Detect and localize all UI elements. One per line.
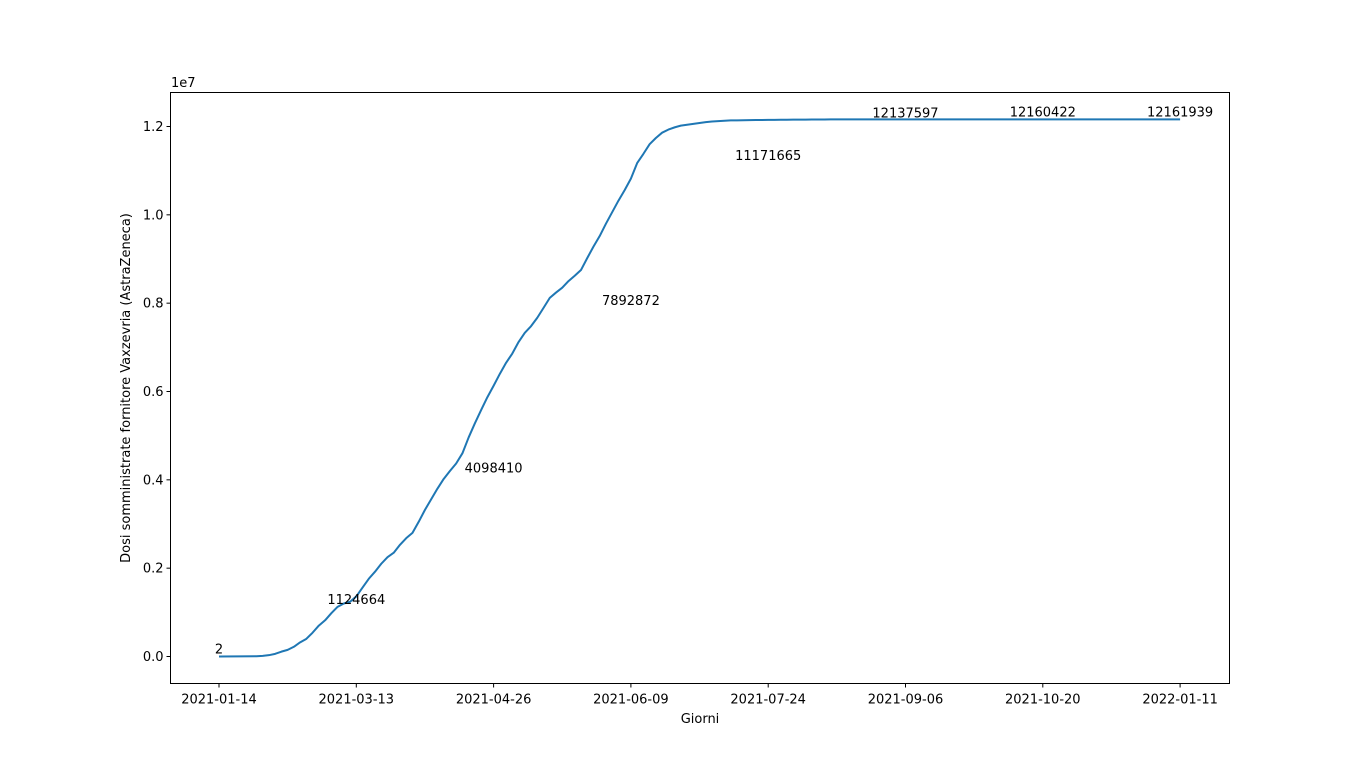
- x-tick-label: 2022-01-11: [1142, 693, 1218, 708]
- y-tick-label: 0.0: [143, 650, 164, 665]
- y-tick-label: 0.8: [143, 297, 164, 312]
- x-tick-label: 2021-04-26: [456, 693, 532, 708]
- y-tick-label: 0.4: [143, 473, 164, 488]
- data-label: 12161939: [1147, 105, 1213, 120]
- x-tick-label: 2021-06-09: [593, 693, 669, 708]
- x-tick-label: 2021-09-06: [868, 693, 944, 708]
- x-tick-label: 2021-10-20: [1005, 693, 1081, 708]
- data-label: 7892872: [602, 294, 660, 309]
- y-tick-label: 1.2: [143, 120, 164, 135]
- data-label: 12137597: [872, 106, 938, 121]
- x-tick-label: 2021-01-14: [181, 693, 257, 708]
- data-label: 4098410: [465, 461, 523, 476]
- x-tick-label: 2021-03-13: [319, 693, 395, 708]
- data-label: 1124664: [327, 593, 385, 608]
- x-tick-label: 2021-07-24: [730, 693, 806, 708]
- plot-area: [170, 92, 1230, 684]
- y-tick-label: 1.0: [143, 208, 164, 223]
- y-tick-label: 0.2: [143, 562, 164, 577]
- y-axis: 0.0 0.2 0.4 0.6 0.8 1.0 1.2: [143, 120, 171, 665]
- x-axis: 2021-01-14 2021-03-13 2021-04-26 2021-06-09…: [181, 683, 1218, 708]
- data-label: 12160422: [1010, 105, 1076, 120]
- data-label: 2: [215, 642, 223, 657]
- data-labels: 2 1124664 4098410 7892872 11171665 12137597 12…: [215, 105, 1213, 657]
- y-tick-label: 0.6: [143, 385, 164, 400]
- x-axis-label: Giorni: [681, 712, 720, 727]
- y-offset-label: 1e7: [171, 76, 196, 91]
- series-line: [218, 118, 1181, 658]
- y-axis-label: Dosi somministrate fornitore Vaxzevria (…: [119, 213, 134, 563]
- data-label: 11171665: [735, 149, 801, 164]
